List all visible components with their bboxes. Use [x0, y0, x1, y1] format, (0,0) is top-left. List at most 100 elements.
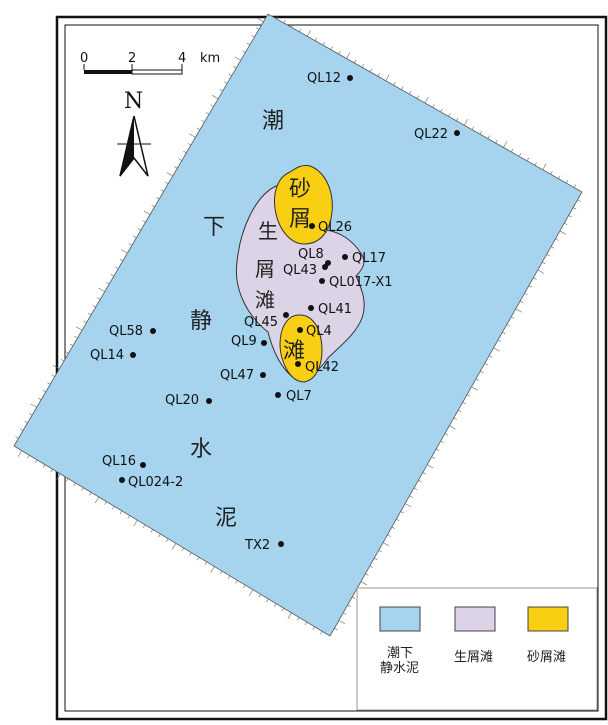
well-QL58[interactable]: QL58: [109, 324, 156, 339]
north-label: N: [124, 89, 143, 114]
well-QL47[interactable]: QL47: [220, 368, 266, 383]
sand-lower-label-char: 滩: [283, 339, 305, 364]
edge-tick: [204, 561, 207, 566]
edge-tick: [489, 355, 493, 358]
edge-tick: [405, 503, 412, 508]
edge-tick: [224, 81, 228, 84]
edge-tick: [257, 17, 264, 22]
edge-tick: [546, 254, 550, 257]
edge-tick: [174, 166, 178, 169]
well-QL9[interactable]: QL9: [231, 334, 267, 349]
well-QL42[interactable]: QL42: [295, 360, 339, 375]
edge-tick: [211, 95, 219, 100]
edge-tick: [166, 172, 173, 177]
edge-tick: [24, 420, 28, 424]
edge-tick: [74, 335, 78, 339]
edge-tick: [413, 487, 418, 490]
well-QL16[interactable]: QL16: [102, 454, 146, 469]
edge-tick: [220, 570, 223, 575]
edge-tick: [30, 403, 37, 408]
edge-tick: [577, 199, 581, 202]
well-QL20[interactable]: QL20: [165, 393, 212, 408]
edge-tick: [559, 230, 567, 235]
well-QL4[interactable]: QL4: [297, 324, 332, 339]
edge-tick: [97, 297, 101, 300]
edge-tick: [205, 112, 210, 115]
edge-tick: [98, 287, 105, 292]
edge-tick: [374, 557, 378, 561]
well-QL41[interactable]: QL41: [308, 302, 352, 317]
edge-tick: [519, 300, 524, 304]
edge-tick: [210, 566, 215, 573]
well-label: QL41: [318, 302, 352, 317]
edge-tick: [151, 204, 155, 208]
edge-tick: [181, 547, 184, 552]
edge-tick: [511, 148, 514, 153]
well-label: QL22: [414, 127, 448, 142]
edge-tick: [65, 478, 69, 482]
edge-tick: [166, 538, 169, 542]
well-QL14[interactable]: QL14: [90, 348, 136, 363]
well-QL024-2[interactable]: QL024-2: [119, 475, 183, 490]
scale-bar: 0 2 4 km: [80, 51, 220, 75]
edge-tick: [42, 389, 46, 393]
edge-tick: [35, 459, 38, 464]
well-QL43[interactable]: QL43: [283, 263, 328, 278]
edge-tick: [462, 402, 466, 405]
edge-tick: [178, 158, 182, 161]
edge-tick: [291, 24, 294, 28]
edge-tick: [369, 565, 373, 568]
edge-tick: [542, 163, 547, 170]
scale-tick-0: 0: [80, 51, 88, 66]
edge-tick: [283, 19, 286, 24]
legend: 潮下 静水泥 生屑滩 砂屑滩: [356, 587, 598, 711]
sand-upper-label-char-2: 屑: [289, 207, 311, 232]
scale-tick-4: 4: [178, 51, 186, 66]
well-QL7[interactable]: QL7: [275, 389, 312, 404]
edge-tick: [196, 557, 200, 561]
edge-tick: [251, 35, 255, 38]
edge-tick: [246, 42, 251, 46]
well-label: QL45: [244, 315, 278, 330]
edge-tick: [127, 515, 130, 519]
edge-tick: [314, 37, 318, 41]
well-QL22[interactable]: QL22: [414, 127, 460, 142]
edge-tick: [424, 96, 429, 104]
shell-label-char-1: 生: [258, 219, 278, 243]
edge-tick: [435, 448, 440, 452]
edge-tick: [338, 620, 346, 625]
edge-tick: [526, 157, 530, 161]
edge-tick: [409, 495, 413, 498]
legend-label-line1: 潮下: [387, 646, 413, 661]
well-QL12[interactable]: QL12: [307, 71, 353, 86]
edge-tick: [281, 608, 285, 612]
edge-tick: [304, 621, 308, 626]
well-QL26[interactable]: QL26: [309, 220, 352, 235]
edge-tick: [320, 631, 323, 635]
edge-tick: [273, 603, 277, 607]
edge-tick: [418, 479, 422, 483]
edge-tick: [334, 627, 338, 631]
sand-beach-upper-area: [274, 165, 333, 245]
well-QL17[interactable]: QL17: [342, 251, 386, 266]
edge-tick: [503, 141, 508, 148]
legend-swatch: [527, 606, 569, 632]
edge-tick: [440, 441, 444, 444]
edge-tick: [227, 575, 231, 579]
edge-tick: [440, 108, 443, 113]
well-QL45[interactable]: QL45: [244, 312, 289, 330]
well-TX2[interactable]: TX2: [244, 538, 284, 553]
edge-tick: [322, 41, 325, 46]
well-label: QL17: [352, 251, 386, 266]
legend-label: 砂屑滩: [527, 650, 566, 665]
edge-tick: [94, 496, 100, 504]
edge-tick: [155, 197, 160, 200]
well-label: QL43: [283, 263, 317, 278]
edge-tick: [142, 220, 146, 223]
edge-tick: [42, 464, 46, 468]
edge-tick: [249, 589, 254, 596]
scale-tick-2: 2: [128, 51, 136, 66]
edge-tick: [47, 382, 51, 385]
well-QL017-X1[interactable]: QL017-X1: [319, 275, 393, 290]
edge-tick: [299, 28, 302, 32]
